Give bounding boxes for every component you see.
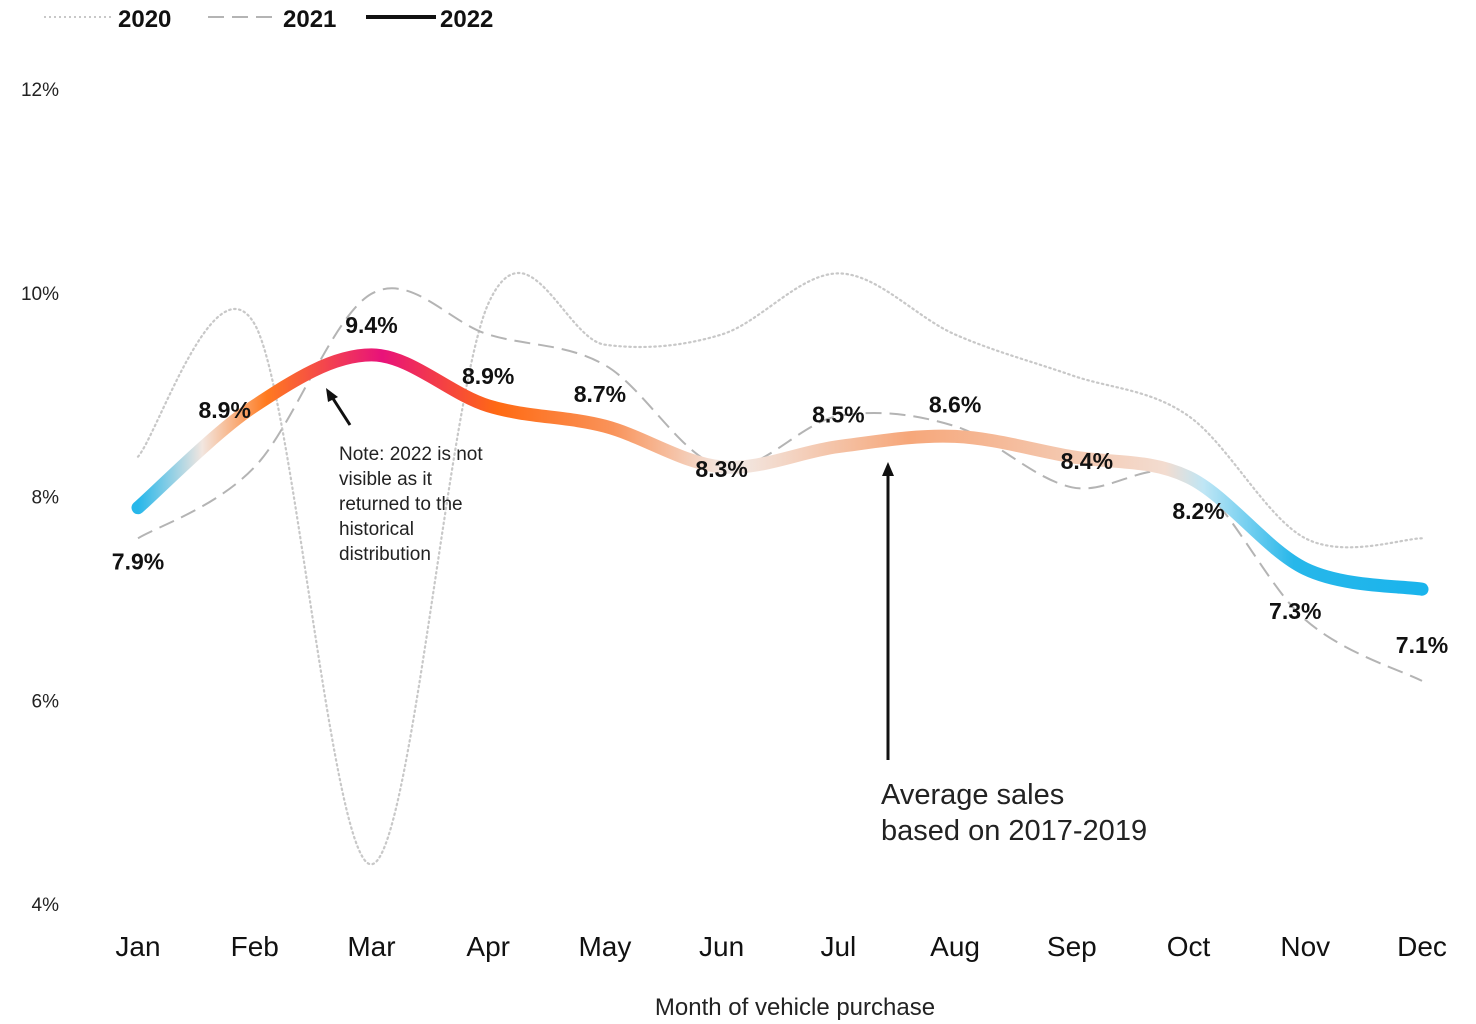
y-tick-label: 12%: [21, 80, 59, 101]
note-line-4: historical: [339, 519, 414, 540]
y-tick-label: 4%: [32, 895, 60, 916]
average-line-layer: [131, 348, 1429, 596]
average-arrow-head: [882, 462, 894, 476]
note-line-3: returned to the: [339, 494, 463, 515]
data-label: 9.4%: [345, 312, 397, 338]
x-tick-label: Feb: [231, 931, 279, 962]
data-label: 8.4%: [1061, 448, 1113, 474]
data-label: 8.2%: [1172, 498, 1224, 524]
x-tick-label: Jun: [699, 931, 744, 962]
data-label: 8.5%: [812, 402, 864, 428]
x-axis-title: Month of vehicle purchase: [655, 994, 935, 1021]
x-tick-label: May: [578, 931, 631, 962]
data-label: 8.6%: [929, 391, 981, 417]
x-tick-label: Dec: [1397, 931, 1447, 962]
note-annotation: Note: 2022 is not visible as it returned…: [326, 388, 483, 565]
y-axis: 4% 6% 8% 10% 12%: [21, 80, 59, 916]
x-tick-label: Apr: [466, 931, 510, 962]
x-tick-label: Sep: [1047, 931, 1097, 962]
series-2020-line: [136, 272, 1424, 866]
legend: 2020 2021 2022: [44, 6, 493, 33]
data-label: 7.1%: [1396, 632, 1448, 658]
average-sales-line: [131, 348, 1429, 596]
x-tick-label: Mar: [347, 931, 395, 962]
legend-2020-label: 2020: [118, 6, 171, 33]
data-label: 8.9%: [462, 363, 514, 389]
x-axis: Jan Feb Mar Apr May Jun Jul Aug Sep Oct Nov Dec: [115, 931, 1446, 962]
average-annotation: Average sales based on 2017-2019: [881, 462, 1147, 847]
note-arrow-head: [326, 388, 338, 402]
y-tick-label: 10%: [21, 284, 59, 305]
x-tick-label: Jul: [820, 931, 856, 962]
series-2022-line: [137, 353, 1423, 591]
x-tick-label: Aug: [930, 931, 980, 962]
average-note-line-1: Average sales: [881, 779, 1064, 811]
x-tick-label: Nov: [1280, 931, 1330, 962]
legend-2022-label: 2022: [440, 6, 493, 33]
note-arrow-shaft: [330, 396, 352, 426]
y-tick-label: 8%: [32, 488, 60, 509]
data-label: 8.3%: [695, 456, 747, 482]
data-label: 7.9%: [112, 549, 164, 575]
data-labels: 7.9% 8.9% 9.4% 8.9% 8.7% 8.3% 8.5% 8.6% 8.4% 8.2%…: [112, 312, 1448, 658]
data-label: 7.3%: [1269, 598, 1321, 624]
note-line-1: Note: 2022 is not: [339, 444, 483, 465]
series-2021-line: [137, 287, 1423, 682]
data-label: 8.9%: [199, 397, 251, 423]
average-note-line-2: based on 2017-2019: [881, 815, 1147, 847]
note-line-2: visible as it: [339, 469, 433, 490]
note-line-5: distribution: [339, 544, 431, 565]
data-label: 8.7%: [574, 381, 626, 407]
legend-2021-label: 2021: [283, 6, 336, 33]
x-tick-label: Jan: [115, 931, 160, 962]
y-tick-label: 6%: [32, 691, 60, 712]
x-tick-label: Oct: [1167, 931, 1211, 962]
